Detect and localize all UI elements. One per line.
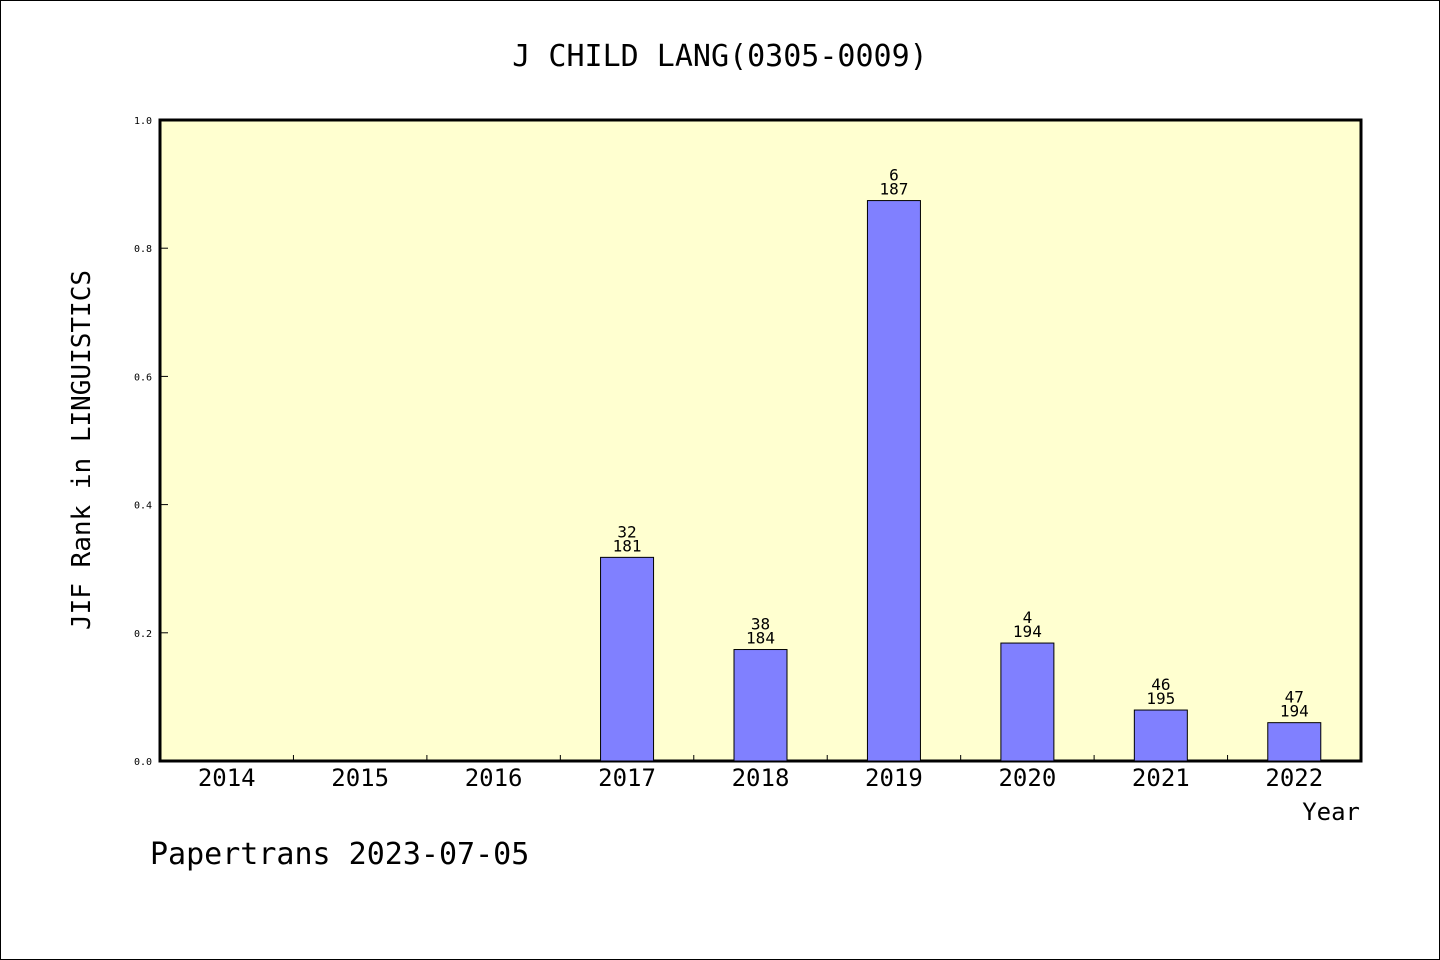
x-tick-label: 2020: [998, 764, 1056, 792]
y-tick-label: 0.8: [134, 244, 152, 255]
bar-2021: [1133, 709, 1188, 762]
data-label-total: 195: [1146, 689, 1175, 708]
y-axis-label: JIF Rank in LINGUISTICS: [67, 270, 97, 630]
footer-text: Papertrans 2023-07-05: [150, 837, 529, 872]
bar-2019: [866, 200, 921, 762]
x-tick-label: 2016: [465, 764, 523, 792]
x-axis-ticks: 2014 2015 2016 2017 2018 2019 2020 2021 2022: [198, 755, 1323, 792]
y-axis-ticks: 0.0 0.2 0.4 0.6 0.8 1.0: [134, 116, 168, 768]
data-label-rank: 6: [889, 166, 899, 185]
x-tick-label: 2021: [1132, 764, 1190, 792]
bar-2020: [1000, 642, 1055, 762]
data-label-rank: 38: [751, 615, 770, 634]
bars: [600, 200, 1322, 762]
data-label-rank: 47: [1285, 688, 1304, 707]
bar-2022: [1267, 722, 1322, 762]
x-tick-label: 2015: [331, 764, 389, 792]
bar-2017: [600, 556, 655, 762]
y-tick-label: 0.6: [134, 372, 152, 383]
y-tick-label: 1.0: [134, 116, 152, 127]
data-label-rank: 4: [1023, 608, 1033, 627]
bar-2018: [733, 649, 788, 762]
chart-title: J CHILD LANG(0305-0009): [512, 39, 927, 74]
data-label-total: 184: [746, 629, 775, 648]
x-tick-label: 2022: [1265, 764, 1323, 792]
x-tick-label: 2017: [598, 764, 656, 792]
data-label-rank: 46: [1151, 675, 1170, 694]
y-tick-label: 0.0: [134, 757, 152, 768]
data-label-total: 194: [1280, 702, 1309, 721]
data-label-total: 181: [613, 536, 642, 555]
data-label-total: 194: [1013, 622, 1042, 641]
x-tick-label: 2014: [198, 764, 256, 792]
y-tick-label: 0.4: [134, 501, 152, 512]
x-tick-label: 2018: [732, 764, 790, 792]
data-label-total: 187: [879, 180, 908, 199]
x-axis-label: Year: [1302, 798, 1360, 826]
y-tick-label: 0.2: [134, 629, 152, 640]
x-tick-label: 2019: [865, 764, 923, 792]
data-label-rank: 32: [617, 522, 636, 541]
